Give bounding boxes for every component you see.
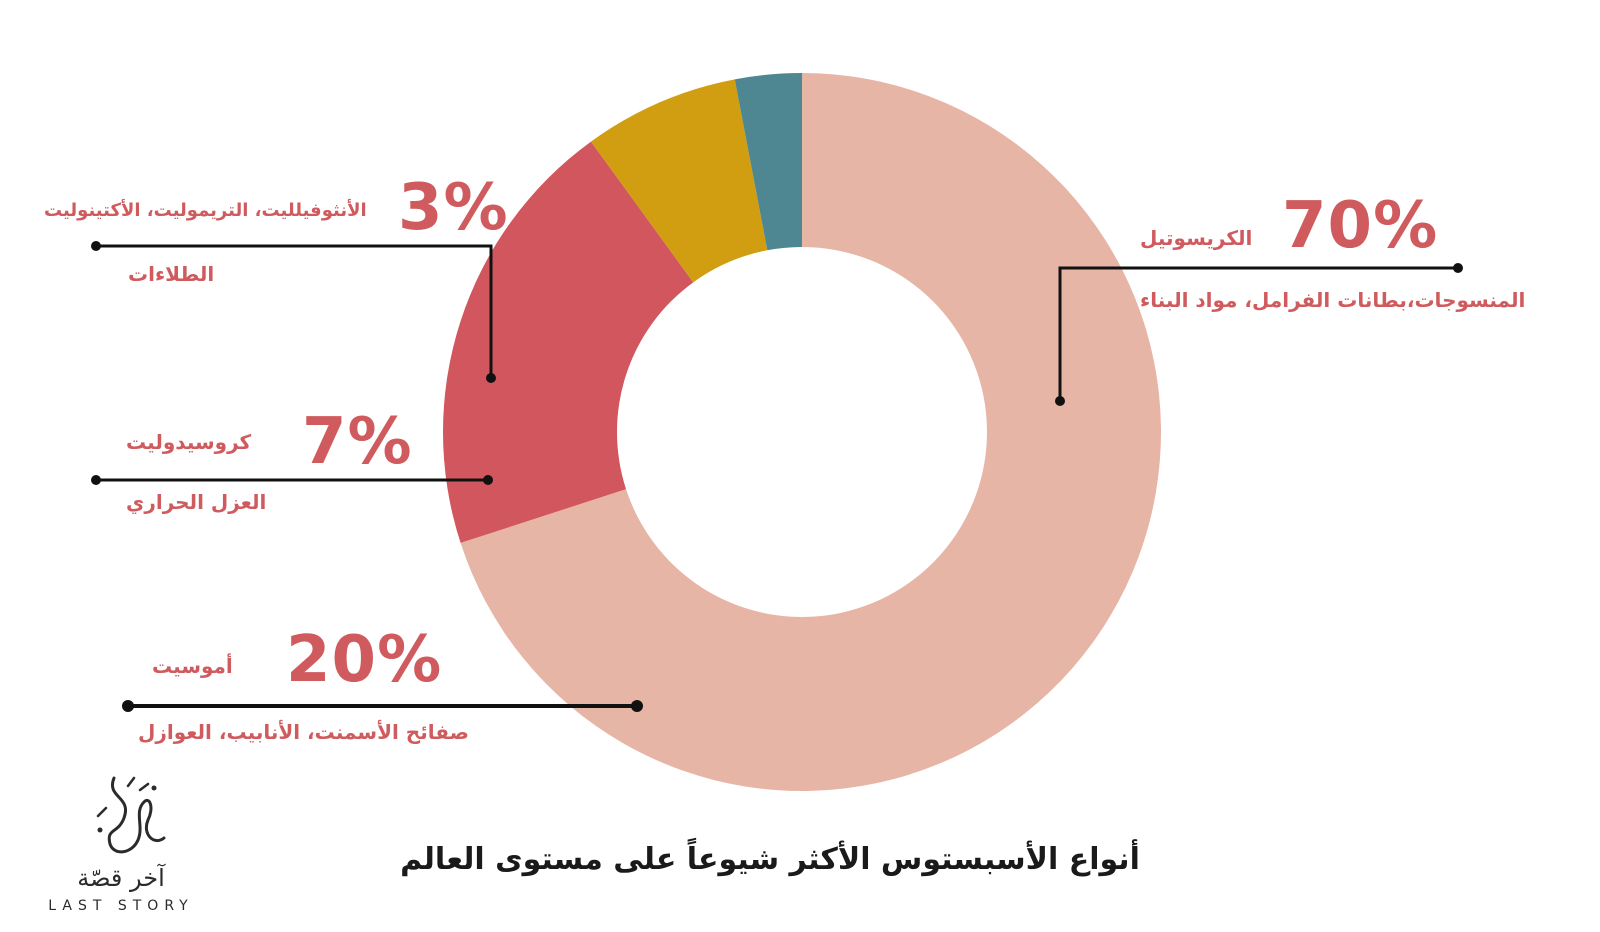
leader-dot: [91, 241, 101, 251]
leader-dot: [122, 700, 134, 712]
pct-label-crocidolite: 7%: [302, 405, 413, 479]
slice-name-crocidolite: كروسيدوليت: [126, 430, 252, 454]
pct-label-amosite: 20%: [286, 623, 443, 697]
leader-dot: [631, 700, 643, 712]
leader-dot: [91, 475, 101, 485]
donut-slice-0: [460, 73, 1162, 791]
leader-lines: [91, 241, 1463, 712]
donut-slice-2: [590, 79, 768, 283]
leader-dot: [483, 475, 493, 485]
leader-dot: [1055, 396, 1065, 406]
leader-line-amphiboles: [96, 244, 493, 378]
calligraphy-mark-icon: [96, 776, 166, 854]
donut-slice-3: [734, 73, 802, 251]
slice-use-amosite: صفائح الأسمنت، الأنابيب، العوازل: [138, 720, 469, 744]
donut-slices: [442, 73, 1162, 791]
slice-name-amosite: أموسيت: [152, 654, 233, 678]
pct-label-amphiboles: 3%: [398, 171, 509, 245]
brand-logo: آخر قصّة LAST STORY: [36, 768, 206, 918]
slice-use-chrysotile: المنسوجات،بطانات الفرامل، مواد البناء: [1140, 288, 1526, 312]
slice-use-amphiboles: الطلاءات: [128, 262, 215, 286]
slice-use-crocidolite: العزل الحراري: [126, 490, 267, 514]
chart-title: أنواع الأسبستوس الأكثر شيوعاً على مستوى …: [400, 842, 1140, 877]
logo-arabic-text: آخر قصّة: [77, 864, 165, 892]
pct-label-chrysotile: 70%: [1282, 189, 1439, 263]
donut-slice-1: [442, 141, 694, 543]
leader-dot: [1453, 263, 1463, 273]
leader-dot: [486, 373, 496, 383]
logo-english-text: LAST STORY: [48, 898, 194, 914]
leader-line-chrysotile: [1058, 266, 1458, 401]
slice-name-amphiboles: الأنثوفيلليت، التريموليت، الأكتينوليت: [44, 200, 367, 221]
slice-name-chrysotile: الكريسوتيل: [1140, 226, 1253, 250]
